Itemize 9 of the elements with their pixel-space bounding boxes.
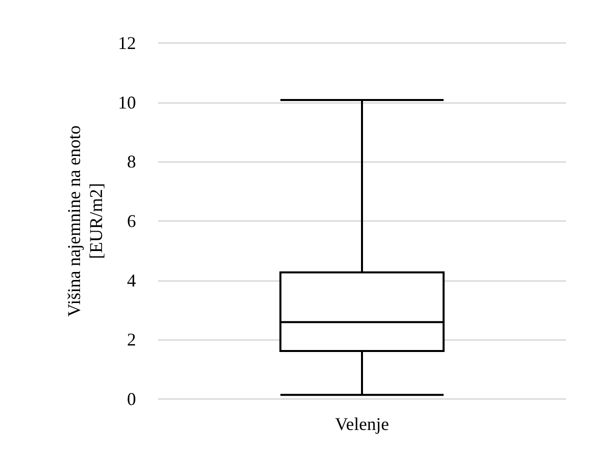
- y-tick-label: 12: [118, 33, 136, 53]
- y-tick-label: 8: [127, 152, 136, 172]
- y-tick-label: 4: [127, 270, 136, 290]
- x-tick-label: Velenje: [335, 414, 389, 434]
- y-axis-title: Višina najemnine na enoto [EUR/m2]: [64, 125, 106, 317]
- y-tick-label: 2: [127, 330, 136, 350]
- y-tick-label: 0: [127, 389, 136, 409]
- y-tick-label: 10: [118, 92, 136, 112]
- y-tick-label: 6: [127, 211, 136, 231]
